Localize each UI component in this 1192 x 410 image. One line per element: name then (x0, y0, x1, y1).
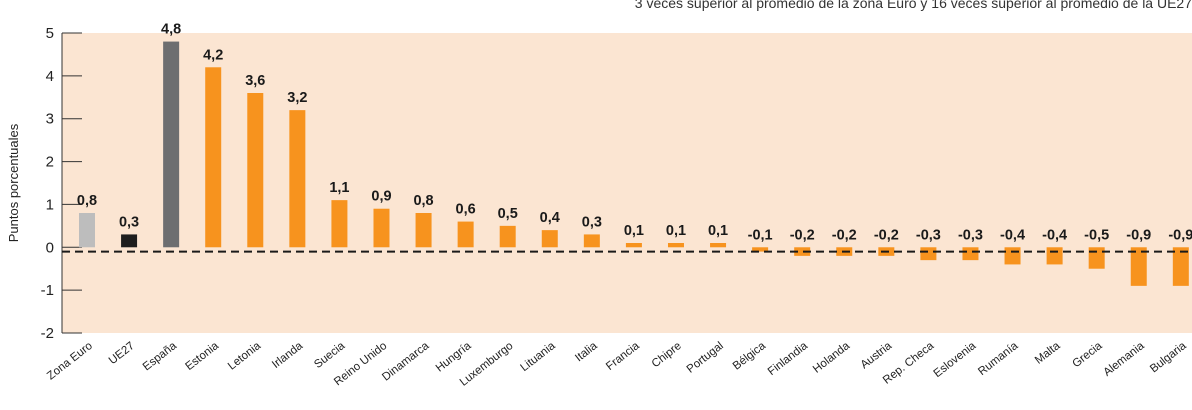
data-label: 4,8 (161, 22, 181, 38)
bar (667, 243, 684, 248)
bar (752, 247, 769, 252)
bar (415, 213, 432, 248)
data-label: 3,6 (245, 73, 265, 89)
data-label: 0,1 (624, 223, 644, 239)
x-category-label: Zona Euro (45, 340, 95, 383)
x-category-label: Chipre (650, 340, 684, 370)
bar (331, 200, 348, 248)
bar (289, 110, 306, 248)
y-tick-label: 3 (46, 111, 54, 128)
bar (583, 234, 600, 248)
data-label: 0,9 (371, 189, 391, 205)
x-category-label: Lituania (518, 340, 558, 375)
data-label: -0,3 (958, 227, 983, 243)
data-label: 0,8 (77, 193, 97, 209)
bar (962, 247, 979, 261)
x-category-label: Estonia (183, 340, 221, 373)
y-tick-label: -1 (41, 282, 54, 299)
bar (373, 208, 390, 248)
data-labels: 0,8 0,3 4,8 4,2 3,6 3,2 1,1 0,9 0,8 0,6 0,5 0,4 0,3 0… (77, 22, 1192, 244)
x-axis-labels: Zona Euro UE27 España Estonia Letonia Irlanda… (45, 340, 1189, 389)
y-tick-label: 5 (46, 25, 54, 42)
data-label: -0,2 (790, 227, 815, 243)
data-label: 0,3 (119, 214, 139, 230)
chart-subtitle: 3 veces superior al promedio de la zona … (635, 0, 1192, 11)
x-category-label: Letonia (226, 340, 264, 373)
x-category-label: Bélgica (731, 340, 769, 373)
plot-area (62, 33, 1192, 333)
y-tick-label: 1 (46, 196, 54, 213)
x-category-label: España (141, 340, 180, 374)
x-category-label: UE27 (107, 340, 137, 367)
data-label: 0,1 (708, 223, 728, 239)
x-category-label: Eslovenia (932, 340, 979, 381)
x-category-label: Grecia (1070, 340, 1105, 371)
bar (457, 221, 474, 248)
y-tick-label: 0 (46, 239, 54, 256)
data-label: 3,2 (287, 90, 307, 106)
bar (1172, 247, 1189, 286)
bar (1046, 247, 1063, 265)
data-label: 0,1 (666, 223, 686, 239)
data-label: 0,4 (540, 210, 560, 226)
data-label: 0,5 (498, 206, 518, 222)
x-category-label: Bulgaria (1148, 340, 1189, 376)
data-label: -0,9 (1126, 227, 1151, 243)
x-category-label: Portugal (685, 340, 726, 376)
data-label: -0,2 (832, 227, 857, 243)
x-category-label: Suecia (312, 340, 348, 371)
x-category-label: Italia (573, 340, 600, 365)
x-category-label: Dinamarca (380, 340, 432, 384)
y-axis-title: Puntos porcentuales (6, 123, 21, 242)
data-label: 0,6 (456, 202, 476, 218)
data-label: -0,5 (1084, 227, 1109, 243)
x-category-label: Hungría (434, 340, 474, 375)
bar (205, 67, 222, 248)
bar (920, 247, 937, 261)
bar (163, 41, 180, 248)
bar (710, 243, 727, 248)
x-category-label: Alemania (1101, 340, 1147, 379)
bar (1088, 247, 1105, 269)
data-label: 0,3 (582, 214, 602, 230)
bar (625, 243, 642, 248)
data-label: -0,4 (1000, 227, 1025, 243)
data-label: -0,2 (874, 227, 899, 243)
bar (1004, 247, 1021, 265)
bar (1130, 247, 1147, 286)
data-label: -0,1 (748, 227, 773, 243)
data-label: -0,9 (1168, 227, 1192, 243)
x-category-label: Finlandia (766, 340, 811, 379)
x-category-label: Irlanda (270, 340, 306, 371)
x-category-label: Francia (604, 340, 642, 373)
y-axis: 5 4 3 2 1 0 -1 -2 (41, 25, 82, 342)
x-category-label: Austria (859, 340, 895, 372)
data-label: -0,4 (1042, 227, 1067, 243)
x-category-label: Rumanía (976, 340, 1021, 379)
data-label: -0,3 (916, 227, 941, 243)
y-tick-label: 2 (46, 154, 54, 171)
data-label: 1,1 (329, 180, 349, 196)
bar (794, 247, 811, 256)
bar (247, 93, 264, 248)
x-category-label: Malta (1033, 340, 1063, 367)
y-tick-label: 4 (46, 68, 54, 85)
data-label: 4,2 (203, 47, 223, 63)
data-label: 0,8 (413, 193, 433, 209)
y-tick-label: -2 (41, 325, 54, 342)
bar (121, 234, 138, 248)
bar (79, 213, 95, 248)
x-category-label: Holanda (811, 340, 853, 376)
bar (499, 225, 516, 248)
bar (541, 230, 558, 248)
